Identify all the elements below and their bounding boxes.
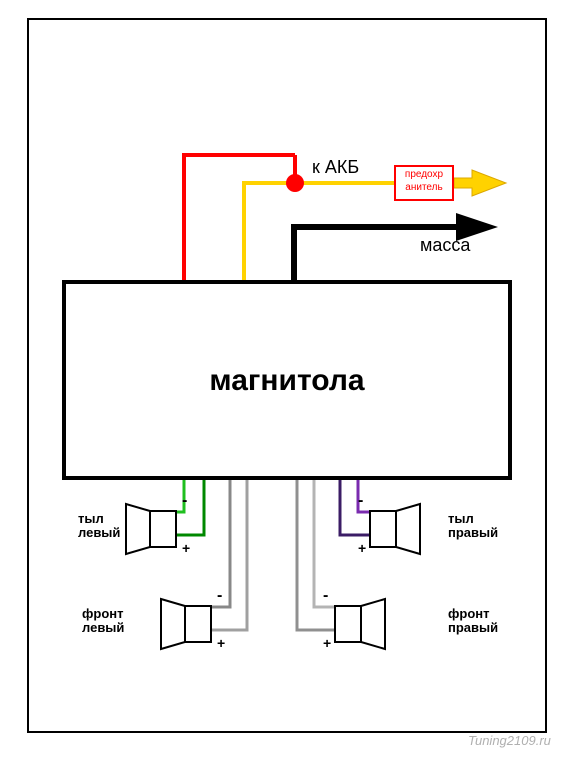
pm-fr-minus: - [323, 587, 328, 605]
fuse-label: предохр анитель [399, 168, 449, 194]
main-box: магнитола [62, 280, 512, 480]
pm-fl-plus: + [217, 635, 225, 651]
pm-rr-minus: - [358, 492, 363, 510]
diagram-canvas: магнитола к АКБ масса предохр анитель ты… [0, 0, 575, 757]
main-box-label: магнитола [209, 364, 364, 397]
pm-rr-plus: + [358, 540, 366, 556]
label-rear-left: тыл левый [78, 512, 120, 541]
label-akb: к АКБ [312, 158, 359, 178]
watermark: Tuning2109.ru [468, 733, 551, 748]
label-massa: масса [420, 236, 470, 256]
label-front-right: фронт правый [448, 607, 498, 636]
label-rear-right: тыл правый [448, 512, 498, 541]
label-front-left: фронт левый [82, 607, 124, 636]
pm-fr-plus: + [323, 635, 331, 651]
pm-rl-minus: - [182, 492, 187, 510]
pm-rl-plus: + [182, 540, 190, 556]
pm-fl-minus: - [217, 587, 222, 605]
